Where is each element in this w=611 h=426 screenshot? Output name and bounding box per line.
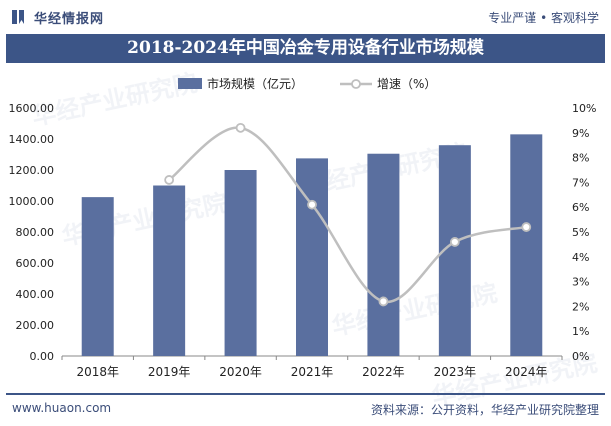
- y-right-tick-label: 1%: [572, 325, 589, 338]
- y-left-tick-label: 200.00: [16, 319, 55, 332]
- y-right-tick-label: 3%: [572, 276, 589, 289]
- y-right-tick-label: 9%: [572, 127, 589, 140]
- growth-point: [307, 199, 317, 210]
- bar: [153, 185, 186, 356]
- growth-point: [521, 222, 532, 232]
- bar: [510, 134, 543, 356]
- footer-divider: [6, 393, 605, 395]
- x-tick-label: 2018年: [76, 365, 119, 379]
- x-tick-label: 2019年: [148, 365, 191, 379]
- x-tick-label: 2022年: [362, 365, 405, 379]
- growth-point: [235, 122, 246, 133]
- legend-bar-label: 市场规模（亿元）: [207, 76, 303, 91]
- x-tick-label: 2021年: [291, 365, 334, 379]
- growth-point: [449, 237, 460, 247]
- y-right-tick-label: 10%: [572, 102, 596, 115]
- y-left-tick-label: 800.00: [16, 226, 55, 239]
- slogan: 专业严谨 • 客观科学: [488, 11, 599, 25]
- y-left-tick-label: 1600.00: [9, 102, 55, 115]
- chart-title: 2018-2024年中国冶金专用设备行业市场规模: [6, 34, 605, 63]
- bar: [224, 170, 257, 356]
- combo-chart: 0.00 200.00 400.00 600.00 800.00 1000.00 1200.…: [9, 76, 597, 379]
- y-left-tick-label: 1200.00: [9, 164, 55, 177]
- y-right-tick-label: 5%: [572, 226, 589, 239]
- growth-point: [378, 296, 389, 307]
- y-left-tick-label: 1400.00: [9, 133, 55, 146]
- bar: [296, 158, 328, 356]
- bar: [81, 197, 114, 356]
- legend-bar-swatch: [178, 78, 202, 89]
- x-tick-label: 2024年: [505, 365, 548, 379]
- growth-point: [164, 175, 175, 185]
- y-right-tick-label: 2%: [572, 300, 589, 313]
- header: 华经情报网 专业严谨 • 客观科学: [0, 0, 611, 34]
- data-source: 资料来源：公开资料，华经产业研究院整理: [370, 403, 599, 417]
- bookmark-logo-icon: [12, 10, 24, 24]
- y-left-tick-label: 400.00: [16, 288, 55, 301]
- x-tick-label: 2020年: [219, 365, 262, 379]
- legend-line-marker: [351, 79, 361, 89]
- growth-line: [168, 126, 527, 303]
- x-tick-label: 2023年: [434, 365, 477, 379]
- brand-name: 华经情报网: [34, 12, 105, 27]
- y-left-tick-label: 1000.00: [9, 195, 55, 208]
- y-left-tick-label: 0.00: [30, 350, 55, 363]
- legend-line-label: 增速（%）: [377, 77, 436, 91]
- y-right-tick-label: 4%: [572, 251, 589, 264]
- y-right-tick-label: 7%: [572, 176, 589, 189]
- bar: [367, 153, 400, 356]
- y-right-tick-label: 6%: [572, 201, 589, 214]
- y-right-tick-label: 8%: [572, 152, 589, 165]
- y-right-tick-label: 0%: [572, 350, 589, 363]
- website-link[interactable]: www.huaon.com: [12, 401, 112, 415]
- y-left-tick-label: 600.00: [16, 257, 55, 270]
